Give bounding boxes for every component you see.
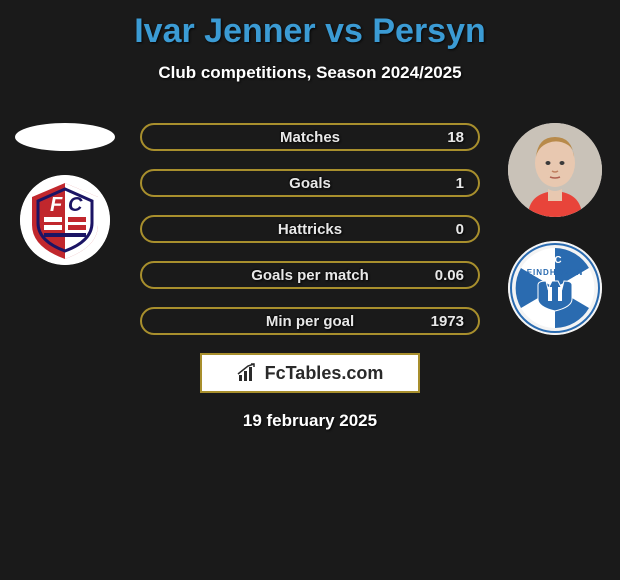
right-club-badge: FC EINDHOVEN [508, 241, 602, 335]
stat-label: Goals [289, 175, 331, 192]
date-text: 19 february 2025 [0, 411, 620, 431]
stat-row: Hattricks 0 [140, 215, 480, 243]
brand-badge[interactable]: FcTables.com [200, 353, 420, 393]
left-club-badge: F C [20, 175, 110, 265]
stat-row: Goals 1 [140, 169, 480, 197]
stat-label: Min per goal [266, 313, 354, 330]
svg-text:F: F [50, 194, 63, 216]
stat-right-value: 0 [456, 221, 464, 238]
right-player-photo [508, 123, 602, 217]
stat-right-value: 18 [447, 129, 464, 146]
svg-text:C: C [68, 194, 83, 216]
stat-label: Hattricks [278, 221, 342, 238]
left-player-column: F C [10, 123, 120, 265]
stat-right-value: 0.06 [435, 267, 464, 284]
content-area: F C [0, 123, 620, 431]
stats-list: Matches 18 Goals 1 Hattricks 0 Goals per… [140, 123, 480, 335]
stat-label: Goals per match [251, 267, 369, 284]
left-player-placeholder [15, 123, 115, 151]
chart-icon [237, 363, 259, 383]
page-title: Ivar Jenner vs Persyn [0, 0, 620, 51]
stat-right-value: 1973 [431, 313, 464, 330]
stat-row: Min per goal 1973 [140, 307, 480, 335]
stat-label: Matches [280, 129, 340, 146]
svg-text:FC: FC [548, 255, 561, 266]
stat-row: Matches 18 [140, 123, 480, 151]
stat-right-value: 1 [456, 175, 464, 192]
brand-text: FcTables.com [265, 363, 384, 384]
page-subtitle: Club competitions, Season 2024/2025 [0, 63, 620, 83]
right-player-column: FC EINDHOVEN [500, 123, 610, 335]
svg-text:EINDHOVEN: EINDHOVEN [527, 268, 584, 277]
stat-row: Goals per match 0.06 [140, 261, 480, 289]
